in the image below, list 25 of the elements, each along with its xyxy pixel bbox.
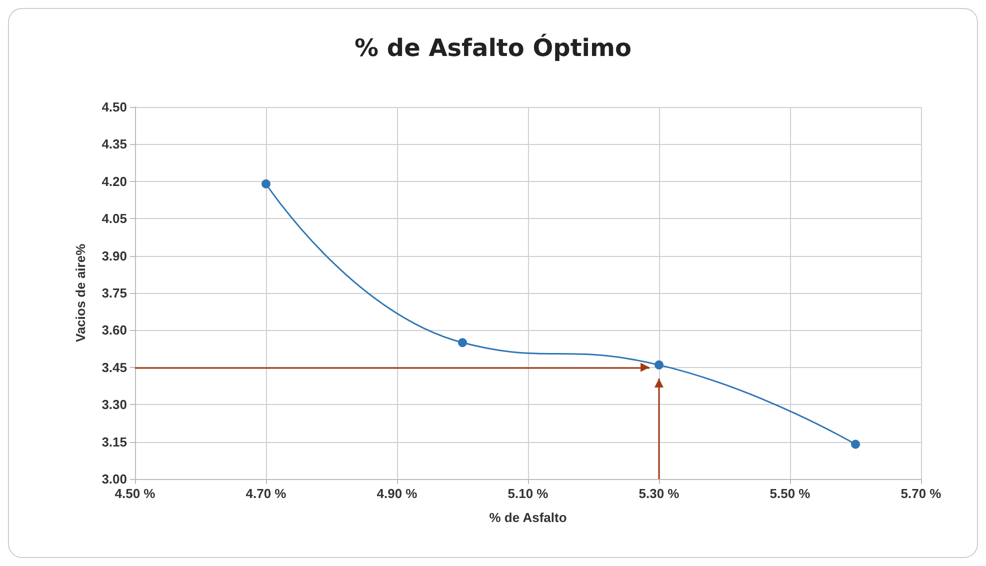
y-tick-label: 3.15 — [102, 434, 127, 450]
x-axis-title: % de Asfalto — [489, 510, 567, 525]
y-tick-label: 4.35 — [102, 136, 127, 152]
x-tick-label: 5.30 % — [638, 486, 680, 501]
x-tick-label: 5.50 % — [770, 486, 811, 501]
point — [262, 179, 270, 188]
point — [458, 338, 467, 348]
y-tick-label: 3.45 — [102, 360, 127, 375]
y-tick-label: 3.75 — [102, 286, 127, 300]
y-axis-title: Vacios de aire% — [73, 243, 88, 342]
y-tick-label: 3.60 — [102, 322, 127, 338]
y-tick-label: 4.20 — [102, 174, 127, 189]
x-tick-label: 4.70 % — [246, 486, 287, 501]
chart-title: % de Asfalto Óptimo — [354, 33, 632, 62]
y-tick-label: 4.50 — [102, 100, 127, 114]
point — [851, 440, 860, 449]
x-tick-label: 4.90 % — [376, 486, 418, 501]
y-tick-label: 3.30 — [102, 397, 127, 412]
x-tick-label: 5.70 % — [900, 486, 942, 501]
y-tick-label: 3.00 — [102, 472, 127, 486]
x-tick-label: 5.10 % — [508, 486, 549, 501]
x-tick-label: 4.50 % — [114, 486, 156, 501]
y-tick-label: 4.05 — [102, 211, 127, 226]
point — [654, 360, 664, 370]
y-tick-label: 3.90 — [102, 248, 127, 264]
